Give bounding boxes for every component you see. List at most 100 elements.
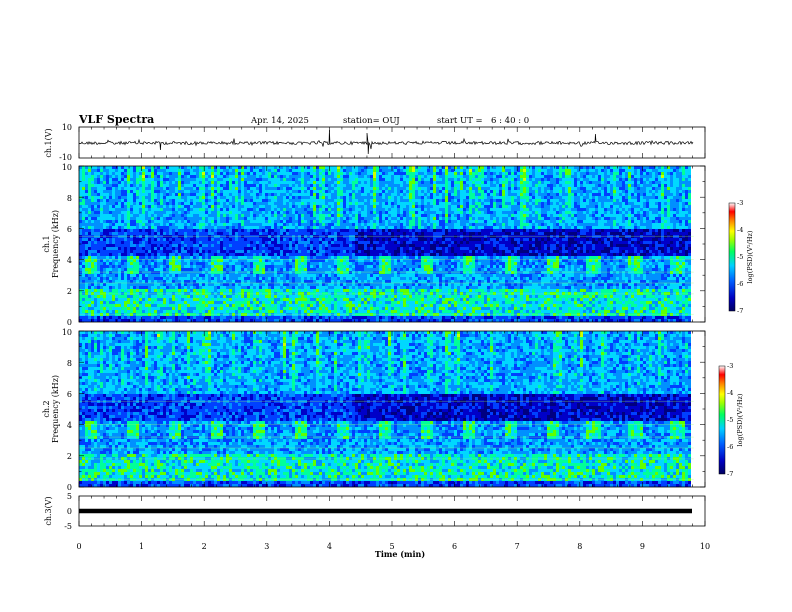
spectrogram-cell (277, 307, 280, 310)
spectrogram-cell (175, 193, 178, 196)
spectrogram-cell (304, 214, 307, 217)
spectrogram-cell (211, 190, 214, 193)
spectrogram-cell (124, 187, 127, 190)
spectrogram-cell (310, 253, 313, 256)
spectrogram-cell (262, 316, 265, 319)
spectrogram-cell (358, 262, 361, 265)
spectrogram-cell (325, 178, 328, 181)
spectrogram-cell (91, 211, 94, 214)
spectrogram-cell (262, 202, 265, 205)
spectrogram-cell (328, 187, 331, 190)
spectrogram-cell (148, 313, 151, 316)
spectrogram-cell (127, 193, 130, 196)
spectrogram-cell (256, 172, 259, 175)
spectrogram-cell (211, 226, 214, 229)
spectrogram-cell (130, 214, 133, 217)
spectrogram-cell (223, 262, 226, 265)
spectrogram-cell (187, 319, 190, 322)
spectrogram-cell (295, 226, 298, 229)
spectrogram-cell (310, 283, 313, 286)
spectrogram-cell (100, 175, 103, 178)
spectrogram-cell (319, 235, 322, 238)
spectrogram-cell (340, 295, 343, 298)
spectrogram-cell (124, 301, 127, 304)
spectrogram-cell (163, 256, 166, 259)
spectrogram-cell (109, 313, 112, 316)
spectrogram-cell (286, 277, 289, 280)
spectrogram-cell (100, 316, 103, 319)
spectrogram-cell (157, 241, 160, 244)
spectrogram-cell (295, 235, 298, 238)
spectrogram-cell (358, 187, 361, 190)
spectrogram-cell (355, 169, 358, 172)
spectrogram-cell (109, 256, 112, 259)
spectrogram-cell (334, 202, 337, 205)
spectrogram-cell (277, 220, 280, 223)
spectrogram-cell (172, 187, 175, 190)
spectrogram-cell (307, 166, 310, 169)
spectrogram-cell (247, 169, 250, 172)
spectrogram-cell (328, 199, 331, 202)
spectrogram-cell (256, 184, 259, 187)
spectrogram-cell (280, 181, 283, 184)
spectrogram-cell (289, 181, 292, 184)
spectrogram-cell (259, 280, 262, 283)
spectrogram-cell (253, 181, 256, 184)
spectrogram-cell (328, 229, 331, 232)
spectrogram-cell (172, 208, 175, 211)
spectrogram-cell (277, 193, 280, 196)
spectrogram-cell (292, 274, 295, 277)
spectrogram-cell (247, 262, 250, 265)
spectrogram-cell (178, 202, 181, 205)
spectrogram-cell (208, 223, 211, 226)
spectrogram-cell (142, 274, 145, 277)
spectrogram-cell (184, 169, 187, 172)
spectrogram-cell (160, 235, 163, 238)
spectrogram-cell (139, 277, 142, 280)
spectrogram-cell (202, 211, 205, 214)
spectrogram-cell (268, 307, 271, 310)
spectrogram-cell (232, 277, 235, 280)
spectrogram-cell (109, 169, 112, 172)
spectrogram-cell (88, 307, 91, 310)
spectrogram-cell (211, 295, 214, 298)
spectrogram-cell (211, 178, 214, 181)
spectrogram-cell (277, 274, 280, 277)
spectrogram-cell (193, 253, 196, 256)
spectrogram-cell (142, 277, 145, 280)
spectrogram-cell (346, 289, 349, 292)
spectrogram-cell (124, 232, 127, 235)
spectrogram-cell (211, 298, 214, 301)
spectrogram-cell (274, 235, 277, 238)
spectrogram-cell (235, 304, 238, 307)
spectrogram-cell (118, 241, 121, 244)
spectrogram-cell (355, 244, 358, 247)
spectrogram-cell (304, 283, 307, 286)
spectrogram-cell (343, 262, 346, 265)
spectrogram-cell (115, 193, 118, 196)
spectrogram-cell (328, 211, 331, 214)
spectrogram-cell (199, 292, 202, 295)
spectrogram-cell (253, 304, 256, 307)
spectrogram-cell (100, 268, 103, 271)
spectrogram-cell (358, 268, 361, 271)
spectrogram-cell (253, 235, 256, 238)
spectrogram-cell (163, 175, 166, 178)
spectrogram-cell (190, 184, 193, 187)
spectrogram-cell (232, 241, 235, 244)
spectrogram-cell (340, 316, 343, 319)
spectrogram-cell (340, 265, 343, 268)
spectrogram-cell (202, 271, 205, 274)
spectrogram-cell (214, 271, 217, 274)
spectrogram-cell (253, 202, 256, 205)
spectrogram-cell (124, 313, 127, 316)
spectrogram-cell (145, 268, 148, 271)
spectrogram-cell (148, 247, 151, 250)
spectrogram-cell (265, 277, 268, 280)
spectrogram-cell (178, 274, 181, 277)
spectrogram-cell (310, 214, 313, 217)
spectrogram-cell (100, 304, 103, 307)
spectrogram-cell (355, 226, 358, 229)
spectrogram-cell (196, 304, 199, 307)
spectrogram-cell (241, 220, 244, 223)
